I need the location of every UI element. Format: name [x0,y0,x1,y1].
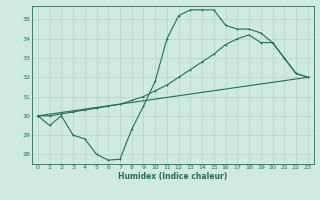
X-axis label: Humidex (Indice chaleur): Humidex (Indice chaleur) [118,172,228,181]
